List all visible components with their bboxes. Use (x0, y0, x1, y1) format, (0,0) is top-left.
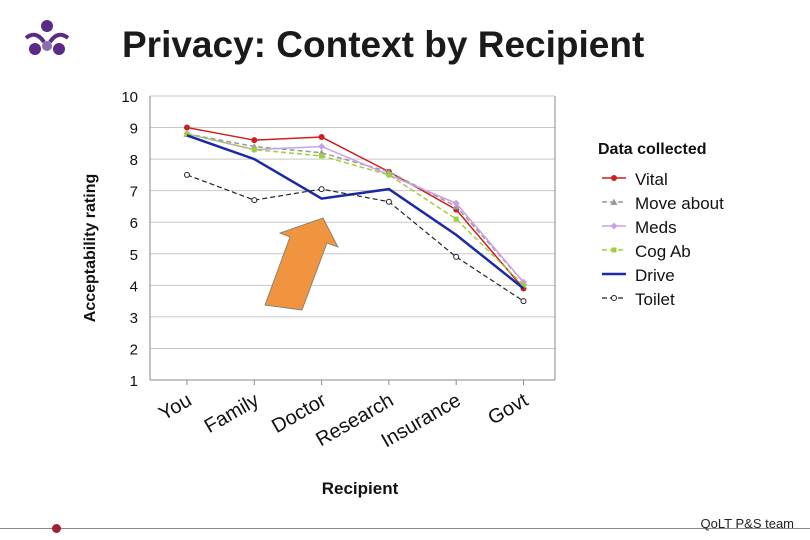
data-point (386, 172, 392, 178)
y-tick-label: 4 (130, 278, 138, 295)
x-tick-label: You (155, 389, 195, 425)
legend-label: Drive (635, 266, 675, 285)
x-tick-label: Govt (484, 389, 532, 429)
y-tick-label: 8 (130, 152, 138, 169)
y-tick-label: 5 (130, 247, 138, 264)
series-line-drive (186, 134, 525, 290)
data-point (520, 298, 527, 305)
series-line-cog-ab (186, 133, 525, 286)
series-line-toilet (186, 174, 524, 302)
data-point (251, 137, 258, 144)
y-tick-label: 9 (130, 121, 138, 138)
qolt-logo-icon (24, 20, 70, 55)
data-point (319, 153, 325, 159)
y-tick-label: 3 (130, 310, 138, 327)
data-point (521, 282, 526, 288)
y-tick-label: 2 (130, 341, 138, 358)
series-line-meds (186, 133, 525, 283)
y-tick-label: 10 (121, 89, 138, 106)
y-axis-label: Acceptability rating (82, 174, 99, 322)
footer-credit: QoLT P&S team (700, 516, 794, 531)
data-point (452, 199, 460, 207)
data-point (611, 295, 617, 301)
data-point (610, 222, 618, 230)
data-point (453, 253, 460, 260)
data-point (251, 197, 258, 204)
data-point (318, 142, 326, 150)
series-line-vital (186, 126, 525, 289)
legend-label: Toilet (635, 290, 675, 309)
legend-label: Cog Ab (635, 242, 691, 261)
y-tick-label: 1 (130, 373, 138, 390)
series-line-move-about (186, 133, 525, 283)
footer-divider (0, 528, 810, 529)
x-axis-label: Recipient (322, 479, 399, 498)
data-point (611, 247, 617, 253)
y-tick-label: 6 (130, 215, 138, 232)
legend-title: Data collected (598, 141, 706, 158)
footer-dot (52, 524, 61, 533)
page-title: Privacy: Context by Recipient (122, 24, 645, 65)
data-point (385, 198, 392, 205)
orange-arrow-icon (264, 217, 339, 311)
data-point (184, 131, 190, 137)
legend-label: Meds (635, 218, 677, 237)
data-point (251, 147, 257, 153)
chart-series (183, 124, 527, 305)
data-point (318, 186, 325, 193)
legend-label: Vital (635, 170, 668, 189)
data-point (318, 134, 325, 141)
x-tick-label: Family (201, 389, 263, 437)
data-point (453, 216, 459, 222)
chart-legend: Vital Move about Meds Cog Ab Drive Toilet (602, 170, 724, 309)
data-point (610, 198, 618, 205)
data-point (184, 171, 190, 178)
legend-label: Move about (635, 194, 724, 213)
y-tick-label: 7 (130, 184, 138, 201)
data-point (611, 175, 617, 181)
data-point (184, 124, 190, 131)
